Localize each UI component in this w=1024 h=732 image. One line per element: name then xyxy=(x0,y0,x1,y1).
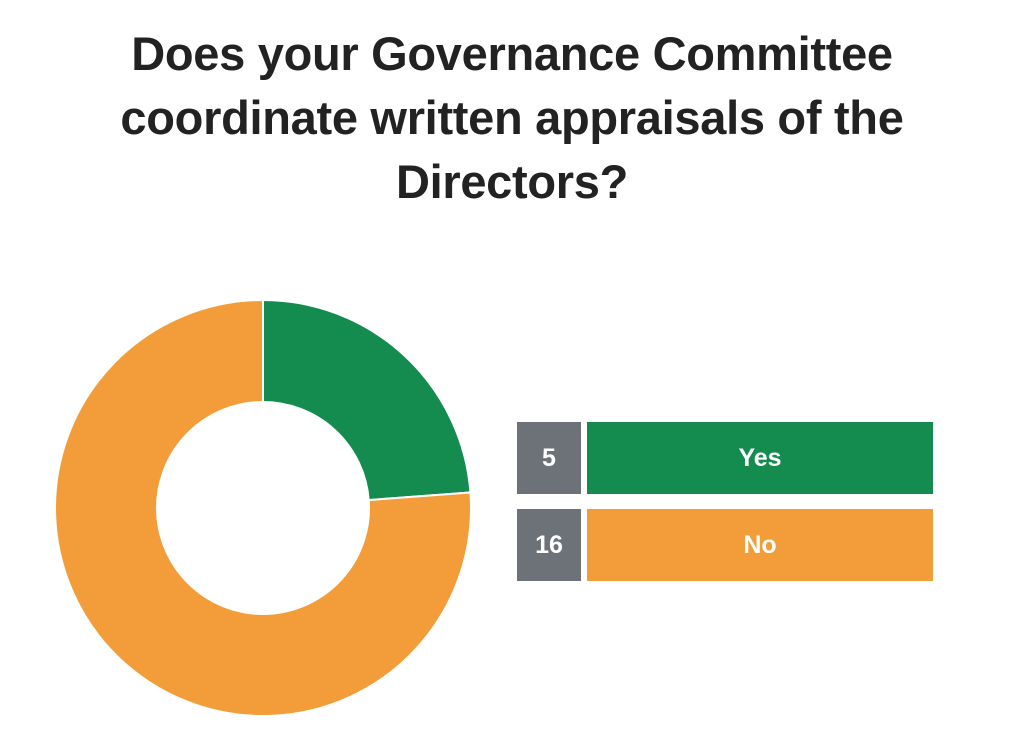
legend-count-yes: 5 xyxy=(517,422,581,494)
legend-row-no: 16 No xyxy=(517,509,933,581)
legend-row-yes: 5 Yes xyxy=(517,422,933,494)
legend-label-no: No xyxy=(587,509,933,581)
legend-count-no: 16 xyxy=(517,509,581,581)
chart-title: Does your Governance Committee coordinat… xyxy=(120,27,904,208)
donut-slice-no xyxy=(54,298,472,717)
donut-slice-yes xyxy=(262,298,472,502)
legend-label-yes: Yes xyxy=(587,422,933,494)
